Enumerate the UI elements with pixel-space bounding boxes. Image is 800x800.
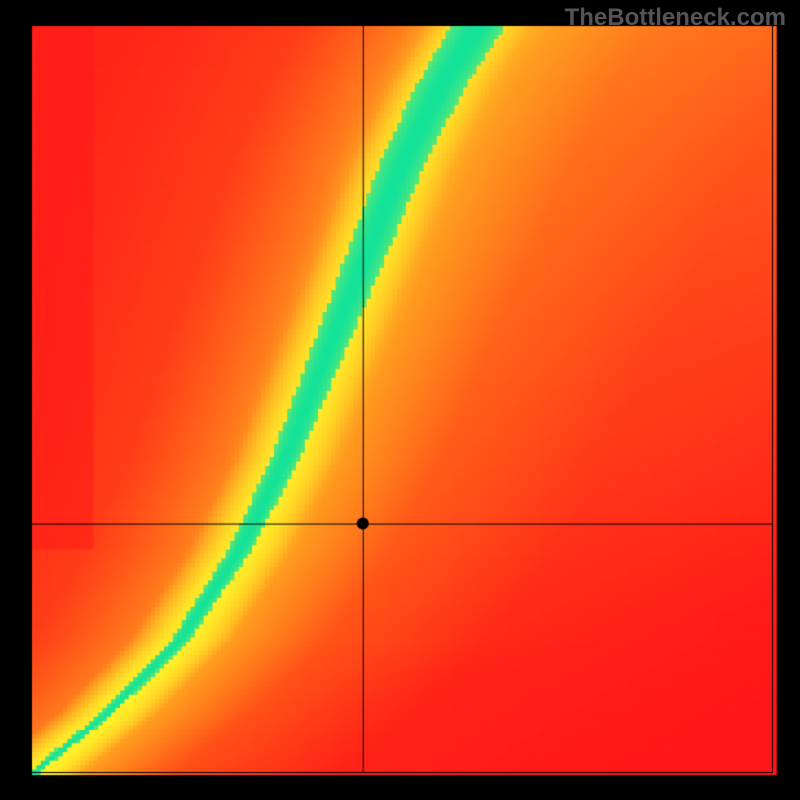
chart-container: TheBottleneck.com xyxy=(0,0,800,800)
bottleneck-heatmap xyxy=(0,0,800,800)
